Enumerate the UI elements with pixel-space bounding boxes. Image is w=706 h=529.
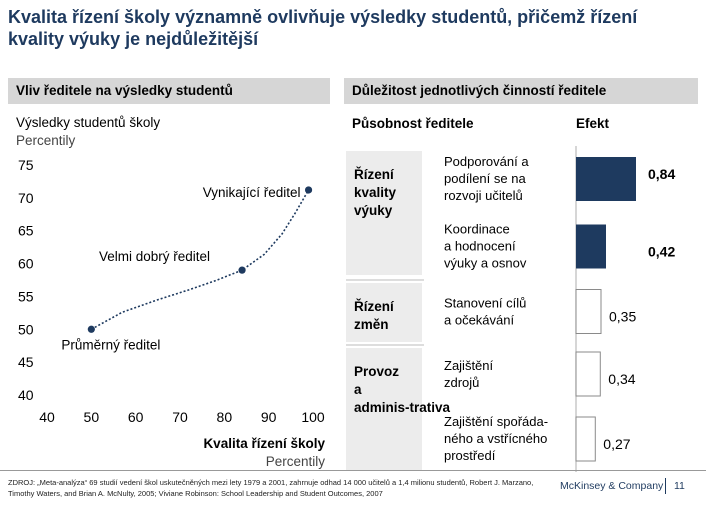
source-note: ZDROJ: „Meta-analýza“ 69 studií vedení š…: [8, 478, 534, 498]
value-label: 0,42: [648, 244, 675, 260]
group-box: [346, 151, 422, 275]
point-label: Velmi dobrý ředitel: [99, 249, 210, 264]
point-label: Vynikající ředitel: [203, 185, 301, 200]
category-label: Zajištění: [444, 358, 494, 373]
x-tick-label: 50: [84, 409, 100, 425]
data-point: [87, 325, 95, 333]
brand-label: McKinsey & Company: [560, 480, 664, 492]
group-label: výuky: [354, 203, 393, 218]
y-tick-label: 40: [18, 387, 34, 403]
x-tick-label: 70: [172, 409, 188, 425]
group-label: Řízení: [354, 167, 395, 182]
y-tick-label: 45: [18, 354, 34, 370]
category-label: Stanovení cílů: [444, 296, 526, 311]
effect-bar: [576, 157, 636, 201]
category-label: Podporování a: [444, 154, 529, 169]
category-label: a hodnocení: [444, 239, 516, 254]
x-tick-label: 40: [39, 409, 55, 425]
category-label: Zajištění spořáda-: [444, 414, 548, 429]
y-tick-label: 50: [18, 321, 34, 337]
effect-bar: [575, 289, 602, 334]
value-label: 0,27: [603, 436, 630, 452]
x-tick-label: 100: [301, 409, 325, 425]
group-box: [346, 348, 422, 470]
scope-column-header: Působnost ředitele: [352, 116, 474, 131]
point-label: Průměrný ředitel: [61, 337, 160, 352]
effect-bar: [575, 416, 596, 462]
category-label: Koordinace: [444, 222, 510, 237]
category-label: prostředí: [444, 448, 496, 463]
y-tick-label: 65: [18, 223, 34, 239]
x-tick-label: 60: [128, 409, 144, 425]
y-tick-label: 60: [18, 256, 34, 272]
effect-bar: [575, 351, 601, 397]
y-axis-subtitle: Percentily: [16, 133, 76, 148]
category-label: ného a vstřícného: [444, 431, 547, 446]
effect-bar: [576, 224, 606, 269]
y-tick-label: 75: [18, 157, 34, 173]
value-label: 0,35: [609, 309, 636, 325]
page-title: Kvalita řízení školy významně ovlivňuje …: [8, 7, 638, 49]
right-panel-header: Důležitost jednotlivých činností ředitel…: [344, 78, 698, 104]
group-label: Řízení: [354, 299, 395, 314]
group-label: změn: [354, 317, 389, 332]
group-box: [346, 283, 422, 342]
category-label: výuky a osnov: [444, 256, 527, 271]
line-chart: 40 45 50 55 60 65 70 75 40 50 60 70 80 90 100 Průměrný …: [18, 157, 325, 425]
data-point: [238, 266, 246, 274]
x-axis-title: Kvalita řízení školy: [203, 436, 325, 451]
group-label: kvality: [354, 185, 397, 200]
category-label: a očekávání: [444, 313, 514, 328]
x-tick-label: 80: [217, 409, 233, 425]
y-tick-label: 55: [18, 288, 34, 304]
value-label: 0,84: [648, 166, 675, 182]
value-label: 0,34: [608, 371, 635, 387]
group-label: adminis-trativa: [354, 400, 451, 415]
y-tick-label: 70: [18, 190, 34, 206]
category-label: podílení se na: [444, 171, 526, 186]
y-axis-title: Výsledky studentů školy: [16, 115, 161, 130]
category-label: zdrojů: [444, 375, 479, 390]
group-label: Provoz: [354, 364, 399, 379]
page-separator: [665, 478, 666, 494]
left-panel-header: Vliv ředitele na výsledky studentů: [8, 78, 330, 104]
effect-column-header: Efekt: [576, 116, 610, 131]
x-axis-subtitle: Percentily: [265, 454, 325, 469]
category-label: rozvoji učitelů: [444, 188, 523, 203]
page-number: 11: [674, 480, 685, 492]
group-label: a: [354, 382, 362, 397]
footer-divider: [0, 470, 706, 471]
data-point: [304, 186, 313, 194]
series-line: [90, 189, 310, 330]
bar-chart: Řízení kvality výuky Řízení změn Provoz a admin…: [346, 146, 675, 472]
x-tick-label: 90: [261, 409, 277, 425]
